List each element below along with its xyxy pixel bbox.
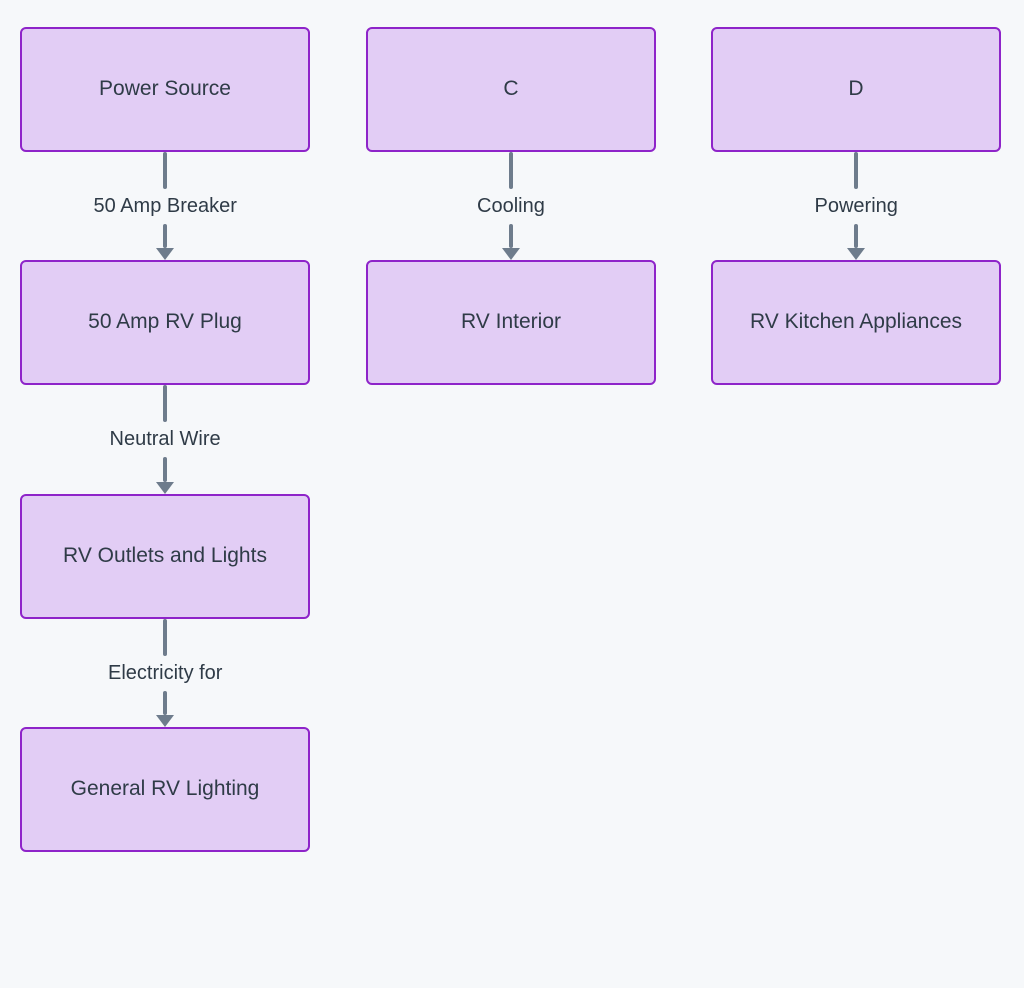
edge-line: [163, 457, 167, 482]
arrowhead-icon: [156, 248, 174, 260]
arrowhead-icon: [502, 248, 520, 260]
edge-label-power-source-plug: 50 Amp Breaker: [94, 195, 237, 218]
edge-label-plug-outlets: Neutral Wire: [110, 428, 221, 451]
edge-label-outlets-lighting: Electricity for: [108, 662, 222, 685]
node-kitchen: RV Kitchen Appliances: [711, 260, 1001, 385]
arrowhead-icon: [847, 248, 865, 260]
node-lighting: General RV Lighting: [20, 727, 310, 852]
edge-line: [163, 691, 167, 716]
edge-line: [854, 152, 858, 189]
edge-line: [163, 385, 167, 422]
edge-line: [163, 152, 167, 189]
node-d: D: [711, 27, 1001, 152]
node-plug: 50 Amp RV Plug: [20, 260, 310, 385]
edge-label-c-interior: Cooling: [477, 195, 545, 218]
edge-line: [509, 224, 513, 249]
edge-line: [509, 152, 513, 189]
node-interior: RV Interior: [366, 260, 656, 385]
edge-line: [163, 224, 167, 249]
node-power-source: Power Source: [20, 27, 310, 152]
edge-line: [854, 224, 858, 249]
arrowhead-icon: [156, 715, 174, 727]
arrowhead-icon: [156, 482, 174, 494]
node-c: C: [366, 27, 656, 152]
edge-line: [163, 619, 167, 656]
node-outlets: RV Outlets and Lights: [20, 494, 310, 619]
edge-label-d-kitchen: Powering: [815, 195, 898, 218]
